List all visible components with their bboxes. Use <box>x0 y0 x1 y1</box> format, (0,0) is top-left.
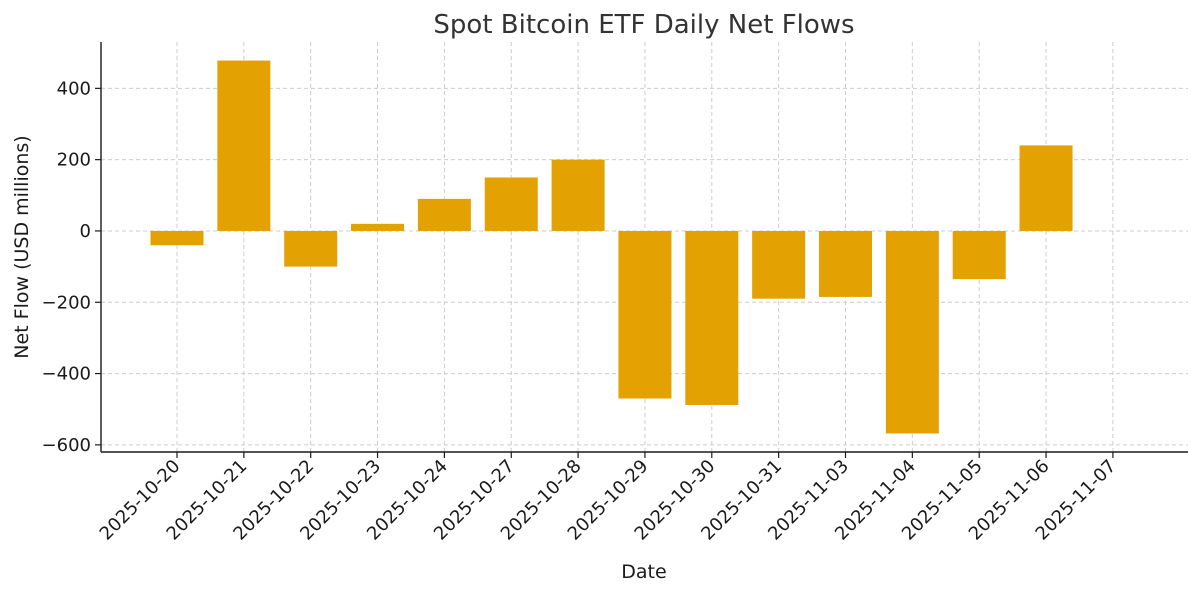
bar-2025-11-04 <box>885 230 939 434</box>
bar-2025-11-05 <box>952 230 1006 280</box>
chart-title: Spot Bitcoin ETF Daily Net Flows <box>433 10 854 40</box>
y-ticks: −600 −400 −200 0 200 400 <box>42 78 101 456</box>
bar-2025-11-06 <box>1019 145 1073 231</box>
bar-2025-10-22 <box>284 230 338 267</box>
bar-2025-10-23 <box>351 223 405 231</box>
y-tick-label: 200 <box>57 150 91 171</box>
x-ticks: 2025-10-202025-10-212025-10-222025-10-23… <box>96 452 1120 545</box>
y-tick-label: −200 <box>42 292 91 313</box>
bar-2025-10-29 <box>618 230 672 399</box>
y-tick-label: −600 <box>42 435 91 456</box>
bars <box>150 60 1073 434</box>
y-tick-label: 400 <box>57 78 91 99</box>
x-axis-label: Date <box>621 561 666 583</box>
bar-2025-10-31 <box>752 230 806 299</box>
bar-2025-11-03 <box>819 230 872 297</box>
bar-2025-10-27 <box>484 177 538 231</box>
bar-2025-10-20 <box>150 230 204 246</box>
bar-2025-10-30 <box>685 230 739 405</box>
bar-2025-10-24 <box>417 198 471 231</box>
bar-2025-10-28 <box>551 159 605 231</box>
y-tick-label: 0 <box>80 221 91 242</box>
y-tick-label: −400 <box>42 364 91 385</box>
bar-2025-10-21 <box>217 60 271 231</box>
y-axis-label: Net Flow (USD millions) <box>11 135 33 358</box>
